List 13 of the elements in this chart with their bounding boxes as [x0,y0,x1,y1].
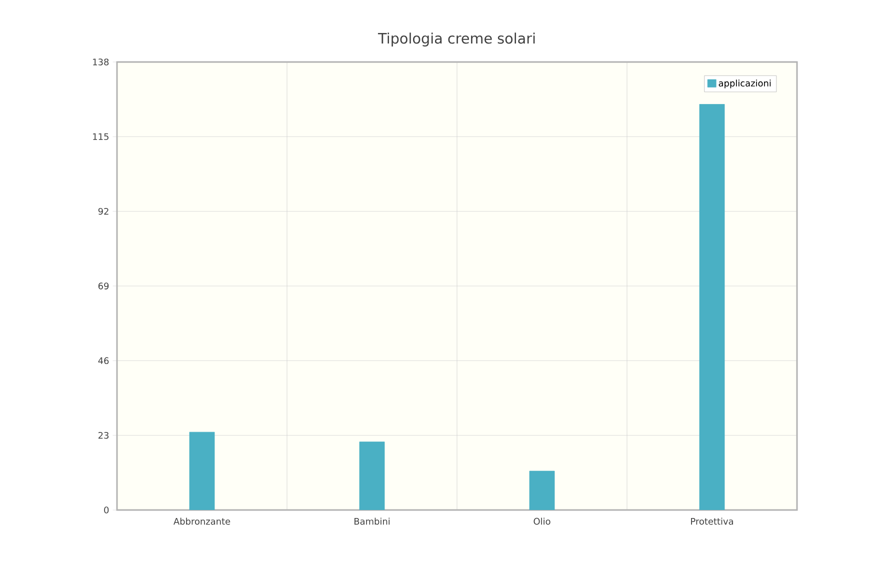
y-tick-label: 46 [98,357,109,364]
y-tick-label: 23 [98,432,109,439]
y-tick-label: 0 [104,506,109,514]
chart-title: Tipologia creme solari [378,32,535,46]
y-tick-label: 69 [98,282,109,290]
x-tick-label: Protettiva [691,518,733,525]
y-tick-label: 92 [98,208,108,215]
x-tick-label: Abbronzante [174,518,230,525]
y-tick-label: 115 [93,133,108,140]
x-tick-label: Olio [534,518,550,525]
y-tick-label: 138 [93,58,109,66]
x-tick-label: Bambini [354,518,390,525]
legend-label: applicazioni [718,80,771,88]
